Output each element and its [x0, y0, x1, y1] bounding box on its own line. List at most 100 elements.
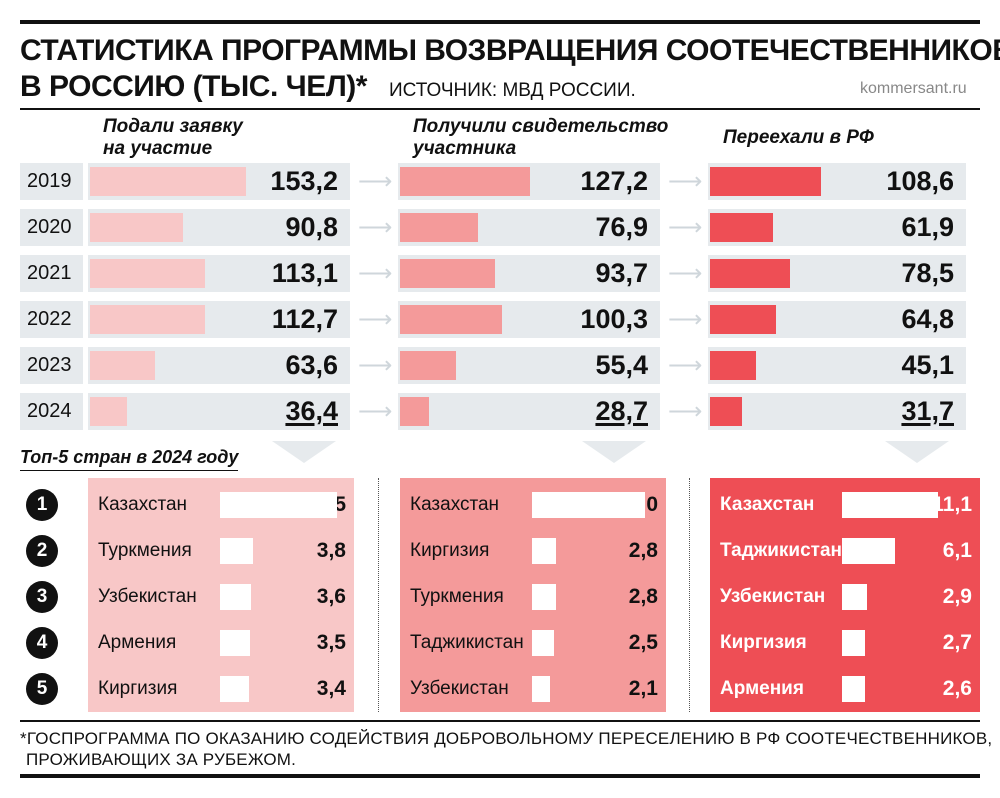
value-label: 153,2: [270, 166, 338, 196]
country-label: Туркмения: [98, 540, 192, 561]
source-label: ИСТОЧНИК: МВД РОССИИ.: [388, 80, 636, 101]
rank-badge: 1: [26, 489, 58, 521]
value-label: 45,1: [901, 350, 954, 380]
arrow-icon: ⟶: [668, 306, 703, 333]
value-label: 64,8: [901, 304, 954, 334]
value-label: 90,8: [285, 212, 338, 242]
value-label: 112,7: [271, 304, 338, 334]
arrow-icon: ⟶: [668, 352, 703, 379]
country-bar: [842, 676, 865, 702]
title-line-1: СТАТИСТИКА ПРОГРАММЫ ВОЗВРАЩЕНИЯ СООТЕЧЕ…: [20, 34, 1000, 67]
bar-1-2021: [90, 259, 205, 288]
arrow-icon: ⟶: [358, 214, 393, 241]
series-label-2: Получили свидетельство участника: [413, 116, 669, 159]
value-label: 100,3: [580, 304, 648, 334]
value-label: 127,2: [580, 166, 648, 196]
year-label-2024: 2024: [20, 393, 83, 430]
country-label: Киргизия: [98, 678, 178, 699]
year-label-2019: 2019: [20, 163, 83, 200]
value-label: 113,1: [271, 258, 338, 288]
bar-1-2024: [90, 397, 127, 426]
country-value: 2,8: [628, 585, 658, 608]
bar-3-2022: [710, 305, 776, 334]
bar-1-2022: [90, 305, 205, 334]
country-label: Киргизия: [720, 632, 807, 653]
year-label-2023: 2023: [20, 347, 83, 384]
arrow-icon: ⟶: [668, 168, 703, 195]
country-value: 6,1: [942, 539, 972, 562]
country-label: Армения: [98, 632, 177, 653]
bar-1-2023: [90, 351, 155, 380]
country-bar: [532, 630, 554, 656]
panel-divider: [378, 478, 379, 712]
value-label: 55,4: [595, 350, 648, 380]
rank-badge: 3: [26, 581, 58, 613]
country-label: Таджикистан: [410, 632, 524, 653]
arrow-icon: ⟶: [668, 398, 703, 425]
footnote-rule: [20, 720, 980, 722]
series-label-3: Переехали в РФ: [723, 127, 874, 148]
country-value: 2,1: [628, 677, 658, 700]
country-bar: [842, 584, 867, 610]
country-value: 2,7: [942, 631, 972, 654]
arrow-icon: ⟶: [358, 398, 393, 425]
value-label: 108,6: [886, 166, 954, 196]
country-bar: [220, 630, 250, 656]
country-value: 2,9: [942, 585, 972, 608]
footnote: *ГОСПРОГРАММА ПО ОКАЗАНИЮ СОДЕЙСТВИЯ ДОБ…: [20, 728, 992, 770]
country-value: 2,8: [628, 539, 658, 562]
top5-title: Топ-5 стран в 2024 году: [20, 447, 239, 471]
value-label: 61,9: [901, 212, 954, 242]
bar-3-2019: [710, 167, 821, 196]
site-label: kommersant.ru: [860, 80, 967, 97]
value-label: 28,7: [595, 396, 648, 426]
arrow-icon: ⟶: [358, 306, 393, 333]
bar-1-2019: [90, 167, 246, 196]
value-label: 78,5: [901, 258, 954, 288]
bar-3-2020: [710, 213, 773, 242]
country-bar: [220, 584, 251, 610]
year-label-2020: 2020: [20, 209, 83, 246]
country-bar: [220, 492, 337, 518]
series-label-1: Подали заявку на участие: [103, 116, 243, 159]
country-value: 2,5: [628, 631, 658, 654]
arrow-icon: ⟶: [668, 260, 703, 287]
country-bar: [842, 630, 865, 656]
country-label: Казахстан: [98, 494, 188, 515]
chart-title: СТАТИСТИКА ПРОГРАММЫ ВОЗВРАЩЕНИЯ СООТЕЧЕ…: [20, 33, 1000, 109]
header-rule: [20, 108, 980, 110]
arrow-icon: ⟶: [358, 352, 393, 379]
panel-divider: [689, 478, 690, 712]
country-label: Казахстан: [720, 494, 815, 515]
country-value: 3,4: [316, 677, 346, 700]
footnote-line-2: ПРОЖИВАЮЩИХ ЗА РУБЕЖОМ.: [26, 750, 297, 769]
country-bar: [220, 538, 253, 564]
bar-3-2023: [710, 351, 756, 380]
rank-badge: 4: [26, 627, 58, 659]
country-value: 11,1: [932, 493, 972, 516]
country-label: Казахстан: [410, 494, 500, 515]
country-value: 3,8: [316, 539, 346, 562]
country-label: Узбекистан: [720, 586, 826, 607]
country-value: 2,6: [942, 677, 972, 700]
country-bar: [842, 538, 895, 564]
country-label: Армения: [720, 678, 804, 699]
arrow-icon: ⟶: [358, 260, 393, 287]
value-label: 31,7: [901, 396, 954, 426]
bar-2-2019: [400, 167, 530, 196]
bar-2-2021: [400, 259, 495, 288]
year-label-2021: 2021: [20, 255, 83, 292]
bar-1-2020: [90, 213, 183, 242]
rank-badge: 2: [26, 535, 58, 567]
rank-badge: 5: [26, 673, 58, 705]
row-bg: [398, 393, 660, 430]
country-value: 3,5: [316, 631, 346, 654]
country-bar: [532, 676, 550, 702]
bar-2-2023: [400, 351, 456, 380]
country-label: Туркмения: [410, 586, 504, 607]
country-label: Киргизия: [410, 540, 490, 561]
country-label: Узбекистан: [98, 586, 197, 607]
value-label: 36,4: [285, 396, 338, 426]
footnote-line-1: *ГОСПРОГРАММА ПО ОКАЗАНИЮ СОДЕЙСТВИЯ ДОБ…: [20, 729, 993, 748]
title-line-2: В РОССИЮ (ТЫС. ЧЕЛ)*: [20, 70, 367, 103]
